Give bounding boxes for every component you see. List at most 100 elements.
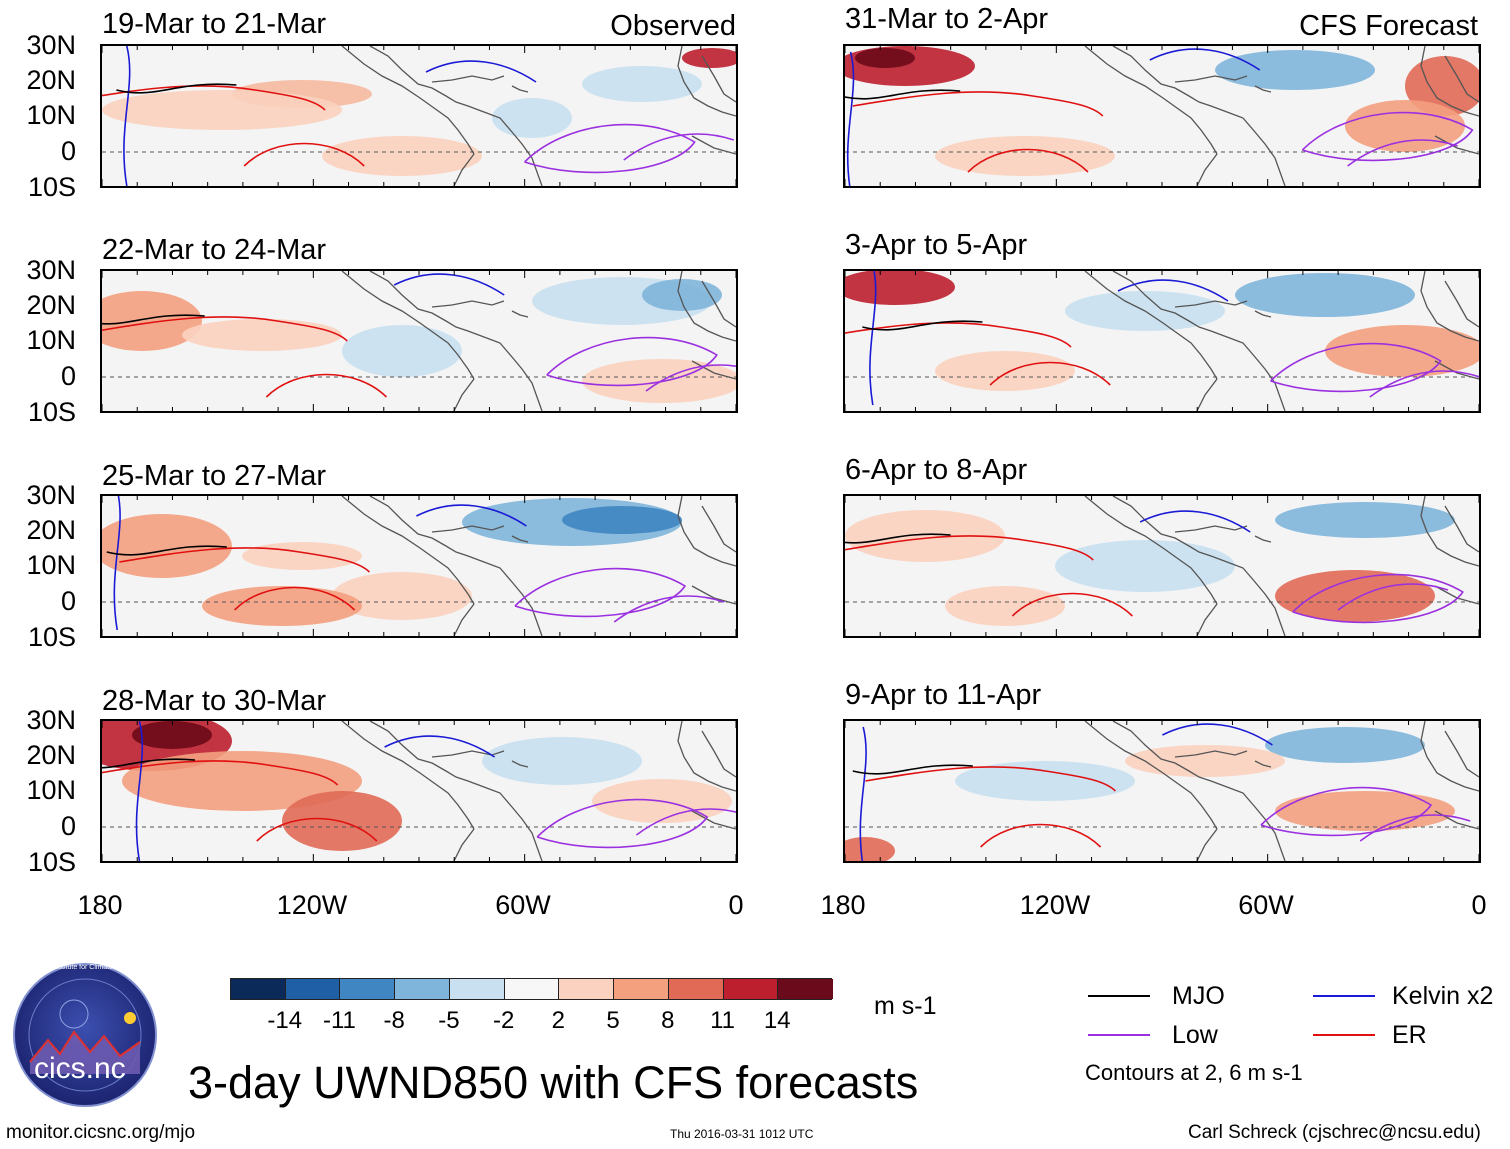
map-panel-obs-4 bbox=[100, 719, 738, 863]
logo-ring-text: Cooperative Institute for Climate and Sa… bbox=[13, 964, 157, 971]
coastline bbox=[369, 46, 543, 186]
cics-logo[interactable]: cics.nc Cooperative Institute for Climat… bbox=[12, 962, 158, 1108]
coastline bbox=[453, 828, 475, 861]
map-panel-obs-2 bbox=[100, 269, 738, 413]
colorbar-tick-label: -2 bbox=[492, 1007, 515, 1034]
lon-label: 60W bbox=[495, 890, 551, 920]
wave-filter-contour bbox=[393, 273, 505, 296]
coastline bbox=[1444, 730, 1479, 778]
wave-filter-contour bbox=[869, 271, 877, 406]
colorbar-tick-label: 2 bbox=[551, 1007, 566, 1034]
wave-filter-contour bbox=[135, 721, 144, 861]
coastline bbox=[1174, 75, 1248, 83]
wind-anomaly-shading bbox=[562, 506, 682, 534]
lon-label: 120W bbox=[276, 890, 348, 920]
cics-logo-graphic bbox=[13, 963, 157, 1107]
map-panel-fc-2 bbox=[843, 269, 1481, 413]
wind-anomaly-shading bbox=[492, 98, 572, 138]
coastline bbox=[431, 300, 505, 308]
coastline bbox=[1196, 153, 1218, 186]
colorbar-swatch bbox=[778, 979, 833, 999]
wave-filter-contour bbox=[416, 504, 527, 527]
coastline bbox=[1112, 496, 1286, 636]
coastline bbox=[1444, 280, 1479, 328]
wave-filter-contour bbox=[102, 85, 326, 111]
colorbar-tick-label: -11 bbox=[323, 1007, 356, 1034]
lat-label: 0 bbox=[60, 586, 76, 616]
coastline bbox=[1196, 828, 1218, 861]
map-panel-fc-1 bbox=[843, 44, 1481, 188]
wave-filter-contour bbox=[524, 123, 696, 174]
wind-anomaly-shading bbox=[202, 586, 362, 626]
logo-text: cics.nc bbox=[34, 1052, 126, 1085]
panel-title-obs-4: 28-Mar to 30-Mar bbox=[102, 685, 327, 717]
wave-filter-contour bbox=[384, 735, 496, 758]
legend-line-mjo bbox=[1088, 995, 1150, 997]
coastline bbox=[511, 760, 529, 768]
wave-filter-contour bbox=[859, 726, 867, 861]
footer-url[interactable]: monitor.cicsnc.org/mjo bbox=[6, 1122, 196, 1143]
wind-anomaly-shading bbox=[682, 48, 736, 68]
colorbar-swatch bbox=[231, 979, 286, 999]
map-graphic bbox=[845, 496, 1479, 636]
coastline bbox=[1420, 496, 1479, 567]
wind-anomaly-shading bbox=[482, 737, 642, 785]
lat-label: 10N bbox=[26, 775, 76, 805]
lat-label: 10N bbox=[26, 100, 76, 130]
coastline bbox=[1420, 271, 1479, 342]
lat-label: 10N bbox=[26, 325, 76, 355]
colorbar-swatch bbox=[285, 979, 341, 999]
panel-title-obs-1: 19-Mar to 21-Mar bbox=[102, 8, 327, 40]
legend-label-mjo: MJO bbox=[1172, 982, 1225, 1010]
wave-filter-contour bbox=[1011, 592, 1133, 617]
wave-filter-contour bbox=[256, 817, 378, 842]
panel-title-fc-4: 9-Apr to 11-Apr bbox=[845, 679, 1042, 711]
coastline bbox=[369, 496, 543, 636]
wave-filter-contour bbox=[1337, 583, 1449, 611]
wind-anomaly-shading bbox=[1275, 502, 1455, 538]
observed-label: Observed bbox=[610, 10, 736, 42]
wind-anomaly-shading bbox=[935, 136, 1115, 176]
wind-anomaly-shading bbox=[1125, 745, 1285, 777]
coastline bbox=[1112, 46, 1286, 186]
wave-filter-contour bbox=[989, 361, 1111, 386]
lat-label: 10S bbox=[27, 622, 76, 652]
map-panel-fc-4 bbox=[843, 719, 1481, 863]
coastline bbox=[341, 496, 475, 605]
legend-note: Contours at 2, 6 m s-1 bbox=[1085, 1060, 1303, 1085]
wave-filter-contour bbox=[865, 766, 1116, 792]
wave-filter-contour bbox=[845, 322, 1072, 348]
coastline bbox=[677, 496, 736, 567]
coastline bbox=[1112, 721, 1286, 861]
lat-label: 20N bbox=[26, 290, 76, 320]
wave-filter-contour bbox=[635, 808, 736, 836]
coastline bbox=[1444, 505, 1479, 553]
lat-label: 30N bbox=[26, 480, 76, 510]
wind-anomaly-shading bbox=[642, 279, 722, 311]
wave-filter-contour bbox=[1139, 510, 1251, 533]
map-graphic bbox=[102, 46, 736, 186]
wind-anomaly-shading bbox=[1215, 50, 1375, 90]
wind-anomaly-shading bbox=[122, 751, 362, 811]
colorbar-swatch bbox=[668, 979, 724, 999]
colorbar-swatch bbox=[449, 979, 505, 999]
colorbar-tick-label: 11 bbox=[710, 1007, 735, 1034]
wave-filter-contour bbox=[106, 545, 227, 556]
wave-filter-contour bbox=[623, 133, 735, 161]
coastline bbox=[1254, 760, 1272, 768]
wave-filter-contour bbox=[1162, 723, 1273, 746]
coastline bbox=[431, 750, 505, 758]
colorbar-tick-label: 5 bbox=[606, 1007, 620, 1034]
lon-label: 0 bbox=[1471, 890, 1487, 920]
wind-anomaly-shading bbox=[845, 510, 1005, 562]
colorbar-tick-label: 8 bbox=[661, 1007, 675, 1034]
lat-label: 20N bbox=[26, 65, 76, 95]
wind-anomaly-shading bbox=[582, 66, 702, 102]
wave-filter-contour bbox=[113, 496, 121, 631]
wave-filter-contour bbox=[536, 798, 709, 849]
wave-filter-contour bbox=[1347, 139, 1458, 167]
wave-filter-contour bbox=[243, 142, 365, 167]
coastline bbox=[341, 46, 475, 155]
wave-filter-contour bbox=[1369, 370, 1479, 398]
coastline bbox=[1084, 46, 1218, 155]
